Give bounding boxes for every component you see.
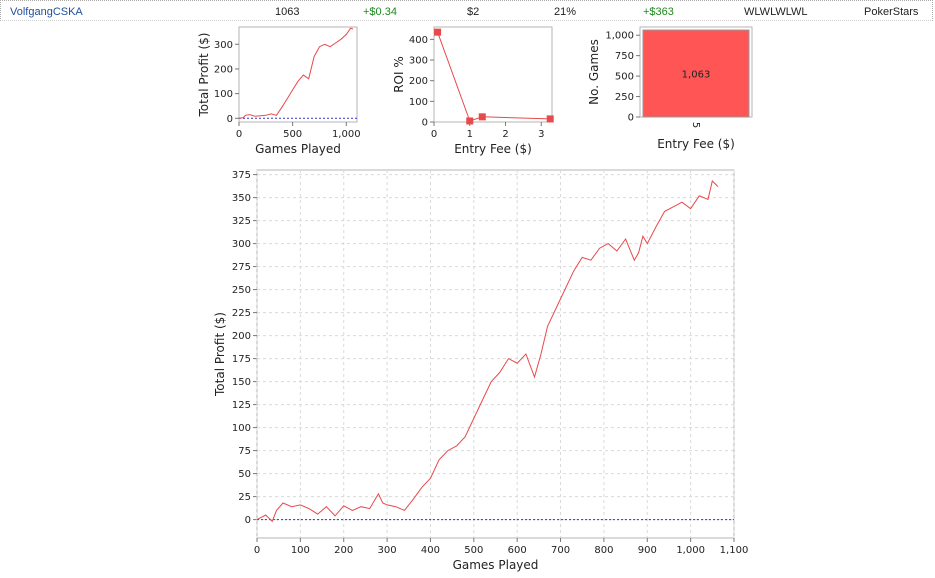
games-count: 1063	[275, 6, 300, 18]
data-point	[478, 113, 486, 121]
y-tick-label: 250	[615, 92, 634, 103]
x-axis-label: Games Played	[255, 142, 341, 156]
plot-frame	[238, 26, 358, 123]
y-tick-label: 250	[232, 285, 251, 296]
y-tick-label: 0	[628, 113, 634, 124]
y-tick-label: 0	[422, 118, 428, 129]
y-tick-label: 500	[615, 72, 634, 83]
y-axis-label: No. Games	[587, 39, 601, 105]
x-tick-label: 300	[378, 545, 397, 556]
x-tick-label: 0	[431, 129, 437, 140]
data-point	[466, 117, 474, 125]
series-line	[256, 180, 719, 523]
bar	[642, 29, 750, 118]
x-tick-label: 200	[334, 545, 353, 556]
x-tick-label: 900	[638, 545, 657, 556]
x-tick-label: 1	[467, 129, 473, 140]
x-tick-label: 500	[464, 545, 483, 556]
y-axis-label: Total Profit ($)	[197, 33, 211, 118]
x-tick-label: 800	[594, 545, 613, 556]
y-tick-label: 200	[214, 64, 233, 75]
site-name: PokerStars	[864, 6, 919, 18]
x-category-label: 5	[690, 122, 701, 128]
x-tick-label: 600	[508, 545, 527, 556]
y-axis-label: ROI %	[392, 56, 406, 93]
player-name[interactable]: VolfgangCSKA	[10, 6, 83, 18]
x-tick-label: 1,000	[676, 545, 705, 556]
y-tick-label: 325	[232, 216, 251, 227]
y-tick-label: 175	[232, 354, 251, 365]
bar-value-label: 1,063	[682, 70, 711, 81]
games-by-fee-chart: 0 250 500 750 1,000 1,063 5 Entry Fee ($) No. Ga…	[587, 26, 753, 151]
y-tick-label: 25	[238, 492, 251, 503]
roi-value: 21%	[554, 6, 577, 18]
roi-mini-chart: 0 100 200 300 400 0 1 2 3 Entry Fee ($) ROI %	[392, 26, 554, 156]
x-tick-label: 0	[236, 129, 242, 140]
y-tick-label: 125	[232, 400, 251, 411]
x-axis-label: Entry Fee ($)	[454, 142, 532, 156]
x-tick-label: 0	[254, 545, 260, 556]
y-tick-label: 300	[409, 56, 428, 67]
avg-stake: $2	[467, 6, 480, 18]
data-point	[546, 115, 554, 123]
x-tick-label: 1,000	[332, 129, 361, 140]
y-tick-label: 1,000	[605, 31, 634, 42]
y-tick-label: 100	[232, 423, 251, 434]
data-point	[434, 28, 442, 36]
x-tick-label: 400	[421, 545, 440, 556]
y-tick-label: 275	[232, 262, 251, 273]
streak: WLWLWLWL	[744, 6, 808, 18]
y-tick-label: 400	[409, 35, 428, 46]
x-tick-label: 100	[291, 545, 310, 556]
series-line	[238, 27, 354, 119]
y-tick-label: 0	[227, 114, 233, 125]
y-tick-label: 750	[615, 51, 634, 62]
profit-mini-chart: 0 100 200 300 0 500 1,000 Games Played Total Pro…	[197, 26, 361, 156]
x-tick-label: 700	[551, 545, 570, 556]
plot-frame	[256, 169, 735, 539]
y-tick-label: 150	[232, 377, 251, 388]
y-tick-label: 50	[238, 469, 251, 480]
y-tick-label: 200	[232, 331, 251, 342]
y-tick-label: 300	[232, 239, 251, 250]
x-tick-label: 500	[283, 129, 302, 140]
summary-row[interactable]: VolfgangCSKA 1063 +$0.34 $2 21% +$363 WL…	[0, 0, 933, 21]
y-tick-label: 0	[245, 515, 251, 526]
y-tick-label: 200	[409, 76, 428, 87]
y-tick-label: 100	[409, 97, 428, 108]
x-tick-label: 1,100	[720, 545, 749, 556]
x-tick-label: 2	[502, 129, 508, 140]
y-tick-label: 225	[232, 308, 251, 319]
avg-profit: +$0.34	[363, 6, 397, 18]
y-axis-label: Total Profit ($)	[213, 312, 227, 397]
total-profit: +$363	[643, 6, 674, 18]
y-tick-label: 350	[232, 193, 251, 204]
x-tick-label: 3	[538, 129, 544, 140]
profit-main-chart: 0 25 50 75 100 125 150 175 200 225 250 275 300 325 350…	[213, 169, 749, 572]
series-line	[437, 32, 551, 122]
y-tick-label: 75	[238, 446, 251, 457]
x-axis-label: Entry Fee ($)	[657, 137, 735, 151]
y-tick-label: 100	[214, 89, 233, 100]
y-tick-label: 375	[232, 170, 251, 181]
plot-frame	[433, 26, 553, 123]
y-tick-label: 300	[214, 40, 233, 51]
x-axis-label: Games Played	[453, 558, 539, 572]
